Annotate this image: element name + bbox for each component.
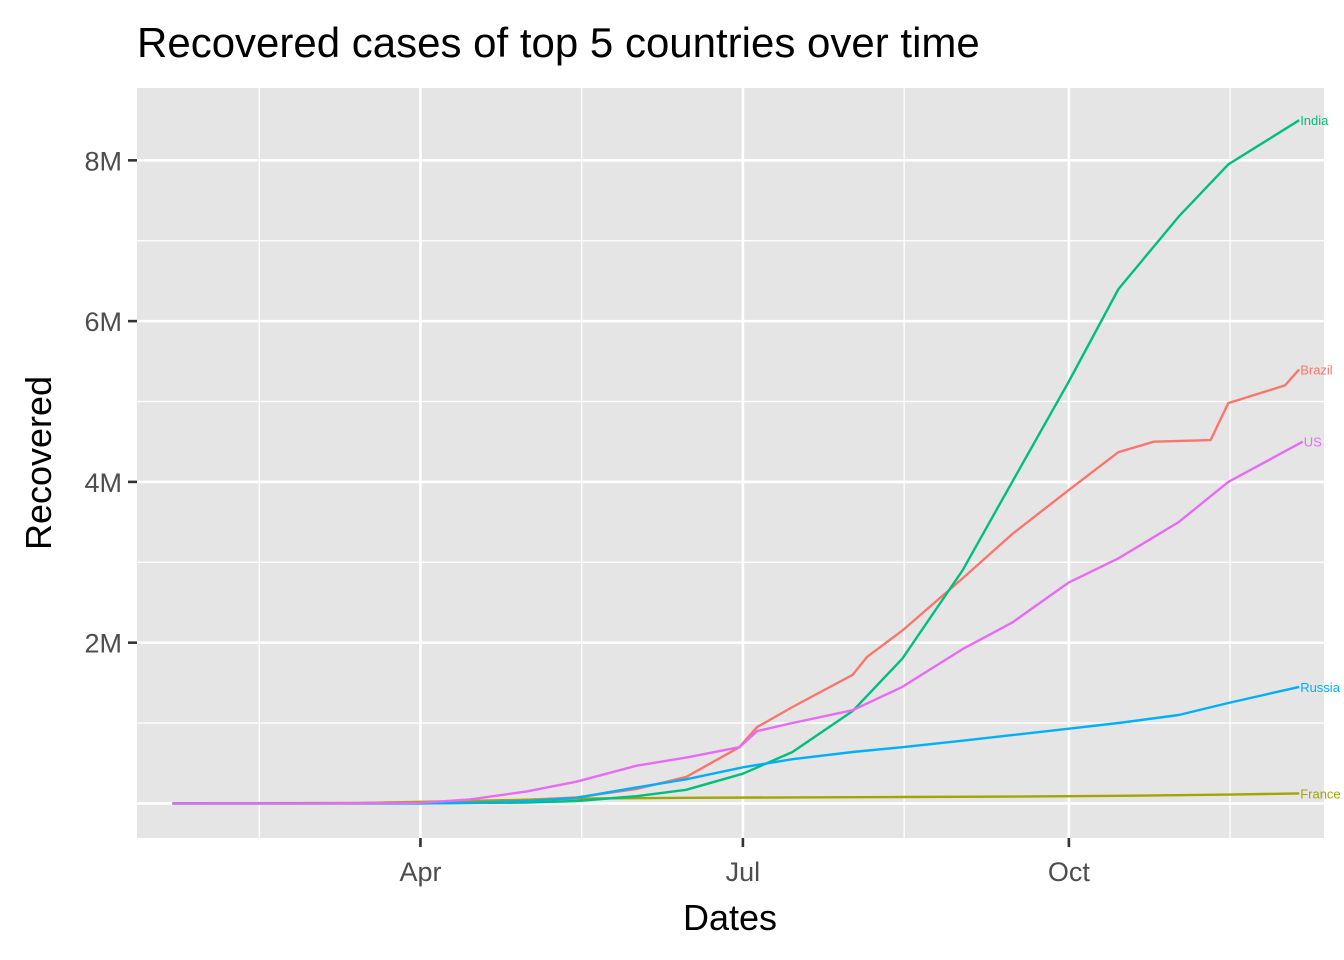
series-label-us: US (1304, 435, 1322, 450)
series-lines (172, 119, 1304, 805)
series-line-russia (172, 685, 1300, 805)
y-axis: 2M 4M 6M 8M (84, 146, 137, 659)
series-labels: Brazil France India Russia US (1300, 113, 1341, 801)
series-label-brazil: Brazil (1300, 362, 1333, 377)
x-tick-label: Oct (1048, 857, 1091, 887)
x-axis-title: Dates (683, 897, 777, 938)
y-tick-label: 2M (84, 629, 122, 659)
y-tick-label: 6M (84, 307, 122, 337)
x-axis: Apr Jul Oct (399, 838, 1090, 887)
x-tick-label: Apr (399, 857, 441, 887)
x-tick-label: Jul (726, 857, 761, 887)
series-label-france: France (1300, 786, 1340, 801)
series-label-russia: Russia (1300, 680, 1341, 695)
plot-panel (137, 88, 1324, 838)
chart-title: Recovered cases of top 5 countries over … (137, 19, 980, 66)
series-line-us (172, 440, 1304, 805)
y-tick-label: 4M (84, 468, 122, 498)
series-label-india: India (1300, 113, 1329, 128)
y-axis-title: Recovered (18, 376, 59, 550)
y-tick-label: 8M (84, 146, 122, 176)
major-grid (137, 88, 1324, 838)
